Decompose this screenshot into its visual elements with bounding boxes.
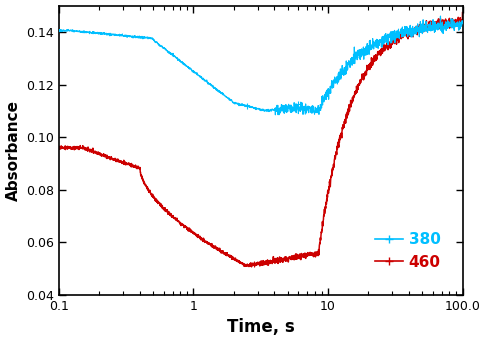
Legend: 380, 460: 380, 460 <box>369 226 447 276</box>
X-axis label: Time, s: Time, s <box>227 318 295 337</box>
Y-axis label: Absorbance: Absorbance <box>5 100 20 201</box>
